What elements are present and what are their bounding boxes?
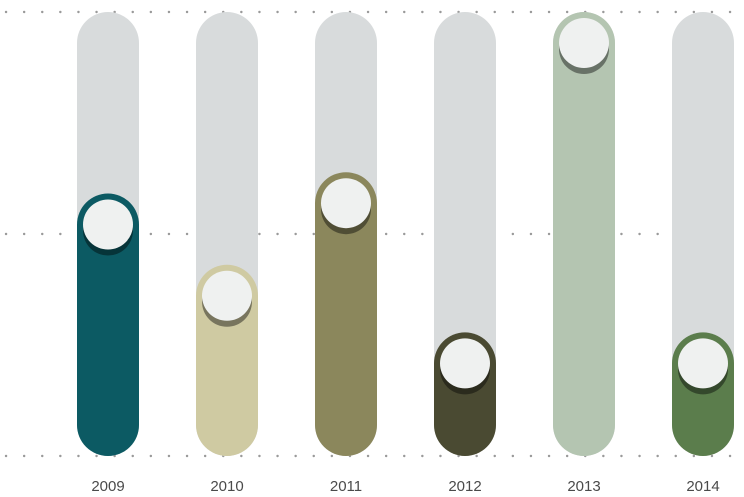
bar-2011 <box>315 172 377 456</box>
labels-layer: 2009 2010 2011 2012 2013 2014 <box>91 478 719 495</box>
x-tick-label-2012: 2012 <box>448 478 481 495</box>
x-tick-label-2010: 2010 <box>210 478 243 495</box>
x-tick-label-2013: 2013 <box>567 478 600 495</box>
x-tick-label-2014: 2014 <box>686 478 719 495</box>
bar-knob-2009 <box>83 199 133 250</box>
bars-layer <box>77 12 734 456</box>
bar-knob-2012 <box>440 338 490 389</box>
bar-knob-2014 <box>678 338 728 389</box>
x-tick-label-2009: 2009 <box>91 478 124 495</box>
bar-2009 <box>77 193 139 456</box>
bar-knob-2011 <box>321 178 371 229</box>
bar-knob-2013 <box>559 18 609 68</box>
bar-2013 <box>553 12 615 456</box>
bar-knob-2010 <box>202 270 252 321</box>
x-tick-label-2011: 2011 <box>330 478 362 495</box>
